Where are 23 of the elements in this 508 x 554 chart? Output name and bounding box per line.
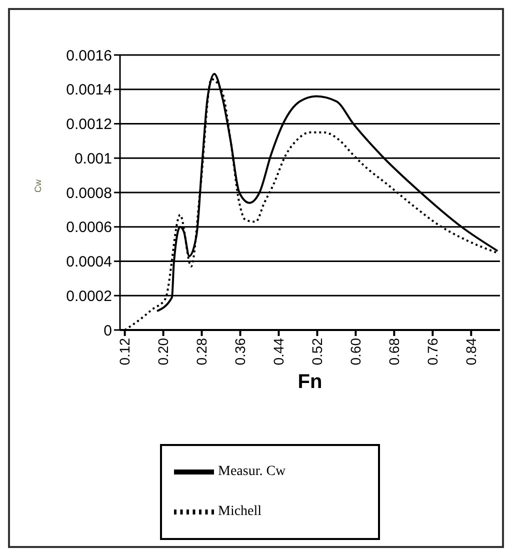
x-tick-label: 0.36 bbox=[232, 338, 248, 366]
y-tick-label: 0 bbox=[104, 322, 112, 340]
y-tick-label: 0.0014 bbox=[66, 82, 112, 99]
y-tick-label: 0.0002 bbox=[66, 288, 112, 305]
x-tick-label: 0.20 bbox=[155, 338, 172, 366]
x-tick-label: 0.28 bbox=[194, 338, 210, 366]
x-tick-label: 0.60 bbox=[348, 338, 364, 366]
y-tick-label: 0.0004 bbox=[66, 254, 112, 271]
x-tick-label: 0.52 bbox=[309, 338, 326, 366]
y-tick-label: 0.0012 bbox=[66, 116, 112, 134]
y-tick-label: 0.0016 bbox=[66, 47, 112, 64]
x-tick-label: 0.44 bbox=[270, 338, 287, 366]
y-tick-label: 0.0008 bbox=[66, 184, 112, 202]
x-tick-label: 0.68 bbox=[386, 338, 402, 366]
y-tick-label: 0.001 bbox=[74, 150, 112, 168]
x-tick-label: 0.12 bbox=[116, 338, 133, 366]
y-tick-label: 0.0006 bbox=[66, 219, 112, 236]
y-axis-title: Cw bbox=[33, 179, 44, 192]
legend-label: Michell bbox=[218, 504, 262, 520]
x-tick-label: 0.76 bbox=[424, 338, 441, 366]
x-tick-label: 0.84 bbox=[463, 338, 480, 366]
legend-label: Measur. Cw bbox=[218, 464, 286, 480]
x-axis-title: Fn bbox=[298, 371, 322, 393]
